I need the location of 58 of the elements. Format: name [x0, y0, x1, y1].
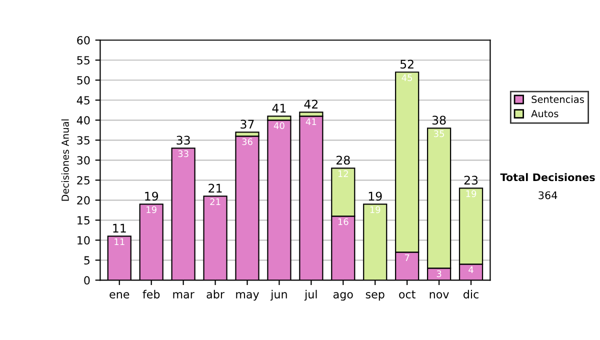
x-tick-label: nov — [430, 292, 449, 298]
total-label: 11 — [113, 224, 126, 232]
y-tick-label: 10 — [78, 236, 90, 245]
total-label: 28 — [336, 156, 350, 165]
y-axis-title: Decisiones Anual — [61, 119, 69, 201]
total-label: 42 — [304, 100, 318, 108]
y-tick-label: 0 — [84, 276, 90, 285]
data-label: 11 — [114, 238, 124, 246]
data-label: 19 — [466, 190, 476, 198]
total-label: 33 — [176, 136, 190, 145]
data-label: 3 — [436, 270, 442, 278]
data-label: 4 — [468, 266, 474, 274]
data-label: 12 — [338, 170, 348, 177]
y-tick-label: 5 — [84, 256, 90, 265]
y-tick-label: 20 — [77, 196, 90, 205]
data-label: 19 — [146, 206, 156, 214]
total-label: 23 — [464, 176, 478, 185]
x-tick-label: dic — [464, 290, 478, 298]
x-tick-label: ago — [333, 292, 353, 301]
total-label: 38 — [432, 116, 446, 125]
x-tick-label: oct — [399, 290, 416, 298]
total-label: 41 — [272, 104, 286, 112]
total-label: 37 — [240, 120, 254, 129]
legend-label: Autos — [531, 110, 558, 118]
x-tick-label: jun — [270, 290, 287, 301]
x-tick-label: mar — [173, 292, 194, 298]
x-tick-label: feb — [142, 290, 160, 298]
x-tick-label: jul — [304, 290, 317, 301]
y-tick-label: 60 — [77, 36, 90, 44]
y-tick-label: 15 — [78, 216, 90, 225]
x-tick-label: abr — [206, 290, 224, 298]
x-tick-label: sep — [366, 292, 384, 301]
y-tick-label: 30 — [77, 156, 90, 165]
text: Total Decisiones — [500, 173, 595, 182]
data-label: 35 — [434, 130, 444, 138]
y-tick-label: 55 — [77, 56, 90, 65]
data-label: 33 — [178, 150, 188, 158]
x-tick-label: ene — [110, 292, 130, 298]
total-label: 19 — [145, 192, 158, 201]
data-label: 40 — [274, 122, 284, 130]
data-label: 45 — [402, 74, 412, 82]
x-tick-label: may — [236, 292, 260, 301]
data-label: 19 — [370, 206, 380, 214]
text: 364 — [538, 191, 558, 200]
y-tick-label: 40 — [76, 116, 90, 125]
data-label: 7 — [404, 254, 410, 262]
data-label: 41 — [306, 118, 316, 125]
y-tick-label: 45 — [76, 96, 90, 105]
total-label: 21 — [208, 184, 222, 192]
data-label: 16 — [338, 218, 348, 226]
legend-label: Sentencias — [532, 95, 584, 104]
total-label: 52 — [400, 60, 414, 69]
y-tick-label: 50 — [77, 76, 90, 85]
data-label: 21 — [210, 198, 220, 206]
y-tick-label: 25 — [77, 176, 90, 185]
y-tick-label: 35 — [77, 136, 90, 145]
total-label: 19 — [368, 192, 382, 201]
data-label: 36 — [242, 138, 252, 146]
